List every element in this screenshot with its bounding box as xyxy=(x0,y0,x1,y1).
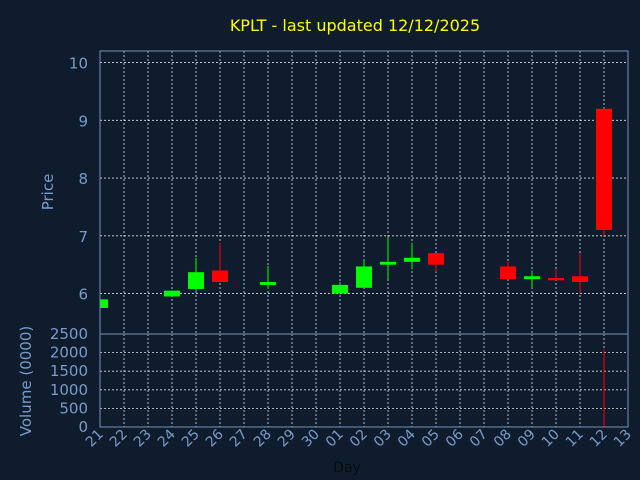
volume-tick-label: 0 xyxy=(78,418,88,436)
x-tick-label: 05 xyxy=(419,427,443,451)
axes: 21 22 23 24 25 26 27 28 29 30 01 02 03 04 05 06 07 08 09 10… xyxy=(50,50,635,451)
candle-body xyxy=(356,266,372,288)
candle-body xyxy=(404,257,420,262)
price-tick-label: 6 xyxy=(78,286,88,304)
price-tick-label: 7 xyxy=(78,228,88,246)
candle-body xyxy=(596,108,612,231)
x-tick-label: 29 xyxy=(275,427,299,451)
volume-axis-label: Volume (0000) xyxy=(17,326,35,436)
candle-body xyxy=(188,272,204,289)
volume-panel-frame xyxy=(99,333,629,428)
x-tick-label: 22 xyxy=(107,427,131,451)
x-tick-label: 03 xyxy=(371,427,395,451)
x-axis-label: Day xyxy=(333,460,361,476)
candle-body xyxy=(548,277,564,281)
volume-tick-label: 500 xyxy=(59,399,88,417)
x-tick-label: 25 xyxy=(179,427,203,451)
x-tick-label: 09 xyxy=(515,427,539,451)
x-tick-label: 30 xyxy=(299,427,323,451)
volume-tick-label: 1500 xyxy=(50,362,88,380)
x-tick-label: 04 xyxy=(395,426,419,450)
x-tick-label: 02 xyxy=(347,427,371,451)
x-tick-label: 24 xyxy=(155,426,179,450)
candle-body xyxy=(260,282,276,285)
chart-title: KPLT - last updated 12/12/2025 xyxy=(230,16,480,35)
volume-tick-label: 1000 xyxy=(50,381,88,399)
x-tick-label: 26 xyxy=(203,426,227,450)
candle-body xyxy=(100,299,108,309)
candle-body xyxy=(212,270,228,283)
x-tick-label: 23 xyxy=(131,427,155,451)
candle-body xyxy=(572,276,588,283)
candle-body xyxy=(524,276,540,280)
volume-tick-label: 2500 xyxy=(50,325,88,343)
candle-body xyxy=(500,266,516,280)
x-tick-label: 06 xyxy=(443,426,467,450)
candles xyxy=(100,108,612,309)
candle-body xyxy=(380,261,396,265)
x-tick-label: 10 xyxy=(539,427,563,451)
x-tick-label: 11 xyxy=(563,427,587,451)
x-tick-label: 12 xyxy=(587,427,611,451)
price-tick-label: 8 xyxy=(78,170,88,188)
volume-tick-label: 2000 xyxy=(50,344,88,362)
price-grid xyxy=(100,51,628,334)
x-tick-label: 01 xyxy=(323,427,347,451)
x-tick-label: 07 xyxy=(467,427,491,451)
candle-body xyxy=(428,253,444,265)
price-tick-label: 10 xyxy=(69,55,88,73)
x-tick-label: 08 xyxy=(491,427,515,451)
x-tick-label: 28 xyxy=(251,427,275,451)
volume-grid xyxy=(100,334,628,427)
candle-body xyxy=(332,284,348,294)
x-tick-label: 13 xyxy=(611,427,635,451)
price-tick-label: 9 xyxy=(78,112,88,130)
y-axis-label: Price xyxy=(39,174,57,211)
x-tick-label: 27 xyxy=(227,427,251,451)
candle-body xyxy=(164,290,180,297)
